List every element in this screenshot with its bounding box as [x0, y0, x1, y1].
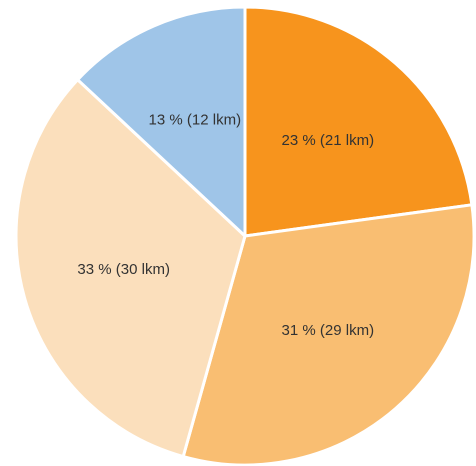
pie-slice-label-2: 31 % (29 lkm): [282, 322, 375, 339]
pie-slice-label-3: 33 % (30 lkm): [77, 261, 170, 278]
pie-slice-label-1: 23 % (21 lkm): [282, 132, 375, 149]
pie-slice-label-4: 13 % (12 lkm): [149, 111, 242, 128]
pie-slice-2: [181, 203, 476, 466]
pie-slice-4: [76, 5, 247, 238]
pie-slice-3: [14, 78, 247, 459]
pie-slice-1: [243, 5, 474, 238]
